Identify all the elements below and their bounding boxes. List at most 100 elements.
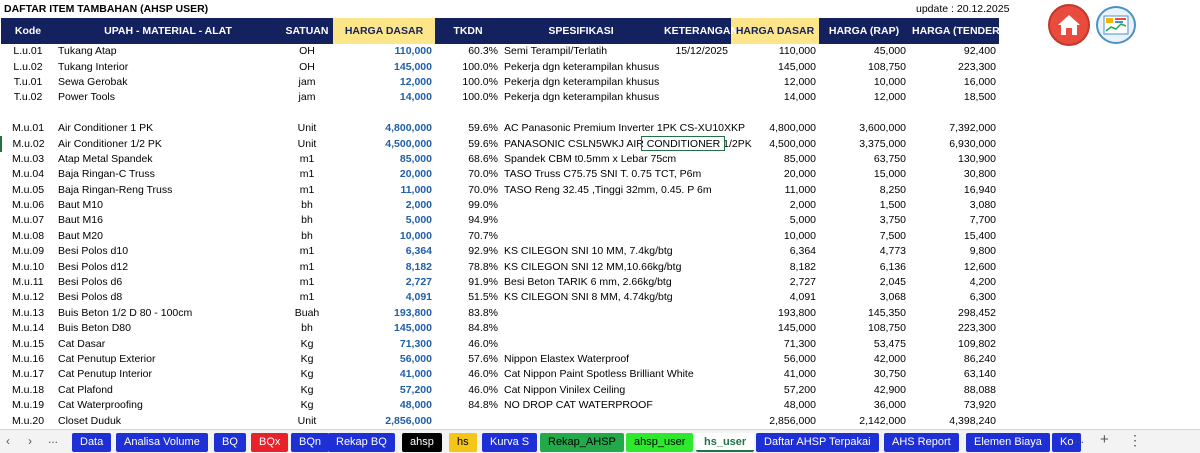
sheet-tab-bqx[interactable]: BQx: [251, 433, 289, 452]
cell-blank[interactable]: [999, 75, 1029, 90]
cell-blank[interactable]: [999, 413, 1029, 428]
cell-harga-dasar-2[interactable]: 11,000: [784, 183, 816, 196]
cell-spesifikasi[interactable]: [501, 336, 661, 351]
cell-satuan[interactable]: Unit: [297, 137, 317, 150]
cell-harga-dasar[interactable]: 85,000: [399, 152, 432, 165]
cell-keterangan[interactable]: [661, 90, 731, 105]
cell-spesifikasi[interactable]: Semi Terampil/Terlatih: [504, 45, 608, 58]
sheet-tab-kurva-s[interactable]: Kurva S: [482, 433, 538, 452]
cell-harga-rap[interactable]: 7,500: [879, 229, 906, 242]
header-harga-rap[interactable]: HARGA (RAP): [819, 18, 909, 44]
cell-harga-dasar[interactable]: 2,000: [405, 199, 432, 212]
cell-uraian[interactable]: Baut M20: [58, 229, 103, 242]
cell-harga-dasar[interactable]: 56,000: [399, 353, 432, 365]
cell-harga-dasar-2[interactable]: 145,000: [778, 60, 816, 73]
cell-harga-dasar[interactable]: 57,200: [399, 383, 432, 396]
cell-uraian[interactable]: Tukang Atap: [58, 45, 117, 58]
cell-blank[interactable]: [999, 321, 1029, 336]
cell-spesifikasi[interactable]: Pekerja dgn keterampilan khusus: [504, 60, 660, 73]
cell-uraian[interactable]: Baja Ringan-Reng Truss: [58, 183, 173, 196]
cell-satuan[interactable]: Kg: [300, 353, 314, 365]
cell-tkdn[interactable]: 46.0%: [468, 337, 498, 350]
prev-sheet-icon[interactable]: ‹: [6, 434, 10, 448]
cell-tkdn[interactable]: 57.6%: [468, 353, 498, 365]
cell-satuan[interactable]: Unit: [297, 122, 317, 135]
sheet-tab-elemen-biaya[interactable]: Elemen Biaya: [966, 433, 1050, 452]
cell-harga-tender[interactable]: 88,088: [963, 383, 996, 396]
cell-blank[interactable]: [999, 259, 1029, 274]
cell-uraian[interactable]: Atap Metal Spandek: [58, 152, 153, 165]
cell-blank[interactable]: [999, 336, 1029, 351]
cell-spesifikasi[interactable]: KS CILEGON SNI 12 MM,10.66kg/btg: [504, 260, 682, 273]
cell-harga-tender[interactable]: 16,000: [963, 75, 996, 88]
cell-kode[interactable]: M.u.17: [11, 368, 45, 381]
cell-blank[interactable]: [999, 121, 1029, 136]
sheet-tab-bq[interactable]: BQ: [214, 433, 246, 452]
cell-spesifikasi[interactable]: [501, 306, 661, 321]
cell-harga-dasar[interactable]: 20,000: [399, 168, 432, 181]
cell-harga-tender[interactable]: 92,400: [963, 45, 996, 58]
cell-harga-dasar-2[interactable]: 4,500,000: [769, 137, 816, 150]
cell-harga-dasar-2[interactable]: 145,000: [778, 322, 816, 335]
cell-harga-rap[interactable]: 3,068: [879, 291, 906, 304]
cell-blank[interactable]: [999, 398, 1029, 413]
cell-satuan[interactable]: Kg: [300, 383, 314, 396]
cell-kode[interactable]: M.u.03: [11, 152, 45, 165]
cell-tkdn[interactable]: 46.0%: [468, 368, 498, 381]
cell-kode[interactable]: M.u.09: [11, 245, 45, 258]
cell-spesifikasi[interactable]: TASO Reng 32.45 ,Tinggi 32mm, 0.45. P 6m: [504, 183, 712, 196]
cell-kode[interactable]: M.u.06: [11, 199, 45, 212]
header-uraian[interactable]: UPAH - MATERIAL - ALAT: [55, 18, 281, 44]
cell-harga-dasar[interactable]: 145,000: [394, 60, 432, 73]
cell-tkdn[interactable]: [435, 413, 501, 428]
cell-harga-dasar[interactable]: 110,000: [394, 45, 432, 58]
cell-uraian[interactable]: Cat Penutup Exterior: [58, 353, 156, 365]
cell-harga-tender[interactable]: 6,300: [969, 291, 996, 304]
header-keterangan[interactable]: KETERANGAN: [661, 18, 738, 44]
sheet-tab-ahsp[interactable]: ahsp: [402, 433, 442, 452]
cell-harga-tender[interactable]: 130,900: [958, 152, 996, 165]
cell-tkdn[interactable]: 70.0%: [468, 183, 498, 196]
cell-kode[interactable]: T.u.02: [13, 91, 43, 104]
cell-tkdn[interactable]: 60.3%: [468, 45, 498, 58]
cell-harga-rap[interactable]: 2,142,000: [859, 414, 906, 427]
cell-satuan[interactable]: bh: [301, 199, 313, 212]
cell-spesifikasi[interactable]: Cat Nippon Paint Spotless Brilliant Whit…: [504, 368, 694, 381]
cell-uraian[interactable]: Closet Duduk: [58, 414, 122, 427]
cell-harga-dasar[interactable]: [333, 106, 435, 121]
cell-kode[interactable]: T.u.01: [13, 75, 43, 88]
cell-satuan[interactable]: bh: [301, 229, 313, 242]
cell-harga-rap[interactable]: 10,000: [873, 75, 906, 88]
cell-tkdn[interactable]: 92.9%: [468, 245, 498, 258]
cell-blank[interactable]: [999, 183, 1029, 198]
cell-harga-rap[interactable]: 63,750: [873, 152, 906, 165]
cell-harga-rap[interactable]: 3,750: [879, 214, 906, 227]
cell-harga-dasar-2[interactable]: 12,000: [783, 75, 816, 88]
cell-harga-dasar-2[interactable]: 10,000: [783, 229, 816, 242]
sheet-tab-rekap-ahsp[interactable]: Rekap_AHSP: [540, 433, 624, 452]
chart-button[interactable]: [1096, 6, 1136, 44]
cell-uraian[interactable]: Cat Plafond: [58, 383, 113, 396]
cell-harga-dasar[interactable]: 4,500,000: [385, 137, 432, 150]
cell-satuan[interactable]: m1: [299, 168, 315, 181]
cell-satuan[interactable]: m1: [299, 152, 315, 165]
cell-harga-dasar-2[interactable]: [731, 106, 819, 121]
cell-harga-tender[interactable]: 15,400: [963, 229, 996, 242]
cell-uraian[interactable]: Baut M10: [58, 199, 103, 212]
cell-satuan[interactable]: m1: [299, 245, 315, 258]
cell-harga-dasar-2[interactable]: 6,364: [789, 245, 816, 258]
cell-harga-dasar[interactable]: 2,856,000: [385, 414, 432, 427]
cell-blank[interactable]: [999, 229, 1029, 244]
sheet-tab-bqn[interactable]: BQn: [291, 433, 330, 452]
cell-harga-tender[interactable]: 9,800: [969, 245, 996, 258]
cell-harga-dasar-2[interactable]: 2,856,000: [769, 414, 816, 427]
sheet-tab-ko[interactable]: Ko: [1052, 433, 1082, 452]
cell-harga-rap[interactable]: 42,000: [873, 353, 906, 365]
cell-keterangan[interactable]: [661, 59, 731, 74]
cell-harga-dasar-2[interactable]: 56,000: [783, 353, 816, 365]
cell-kode[interactable]: M.u.20: [11, 414, 45, 427]
cell-harga-tender[interactable]: 109,802: [958, 337, 996, 350]
cell-tkdn[interactable]: [435, 106, 501, 121]
cell-keterangan[interactable]: [661, 352, 731, 367]
cell-blank[interactable]: [999, 367, 1029, 382]
